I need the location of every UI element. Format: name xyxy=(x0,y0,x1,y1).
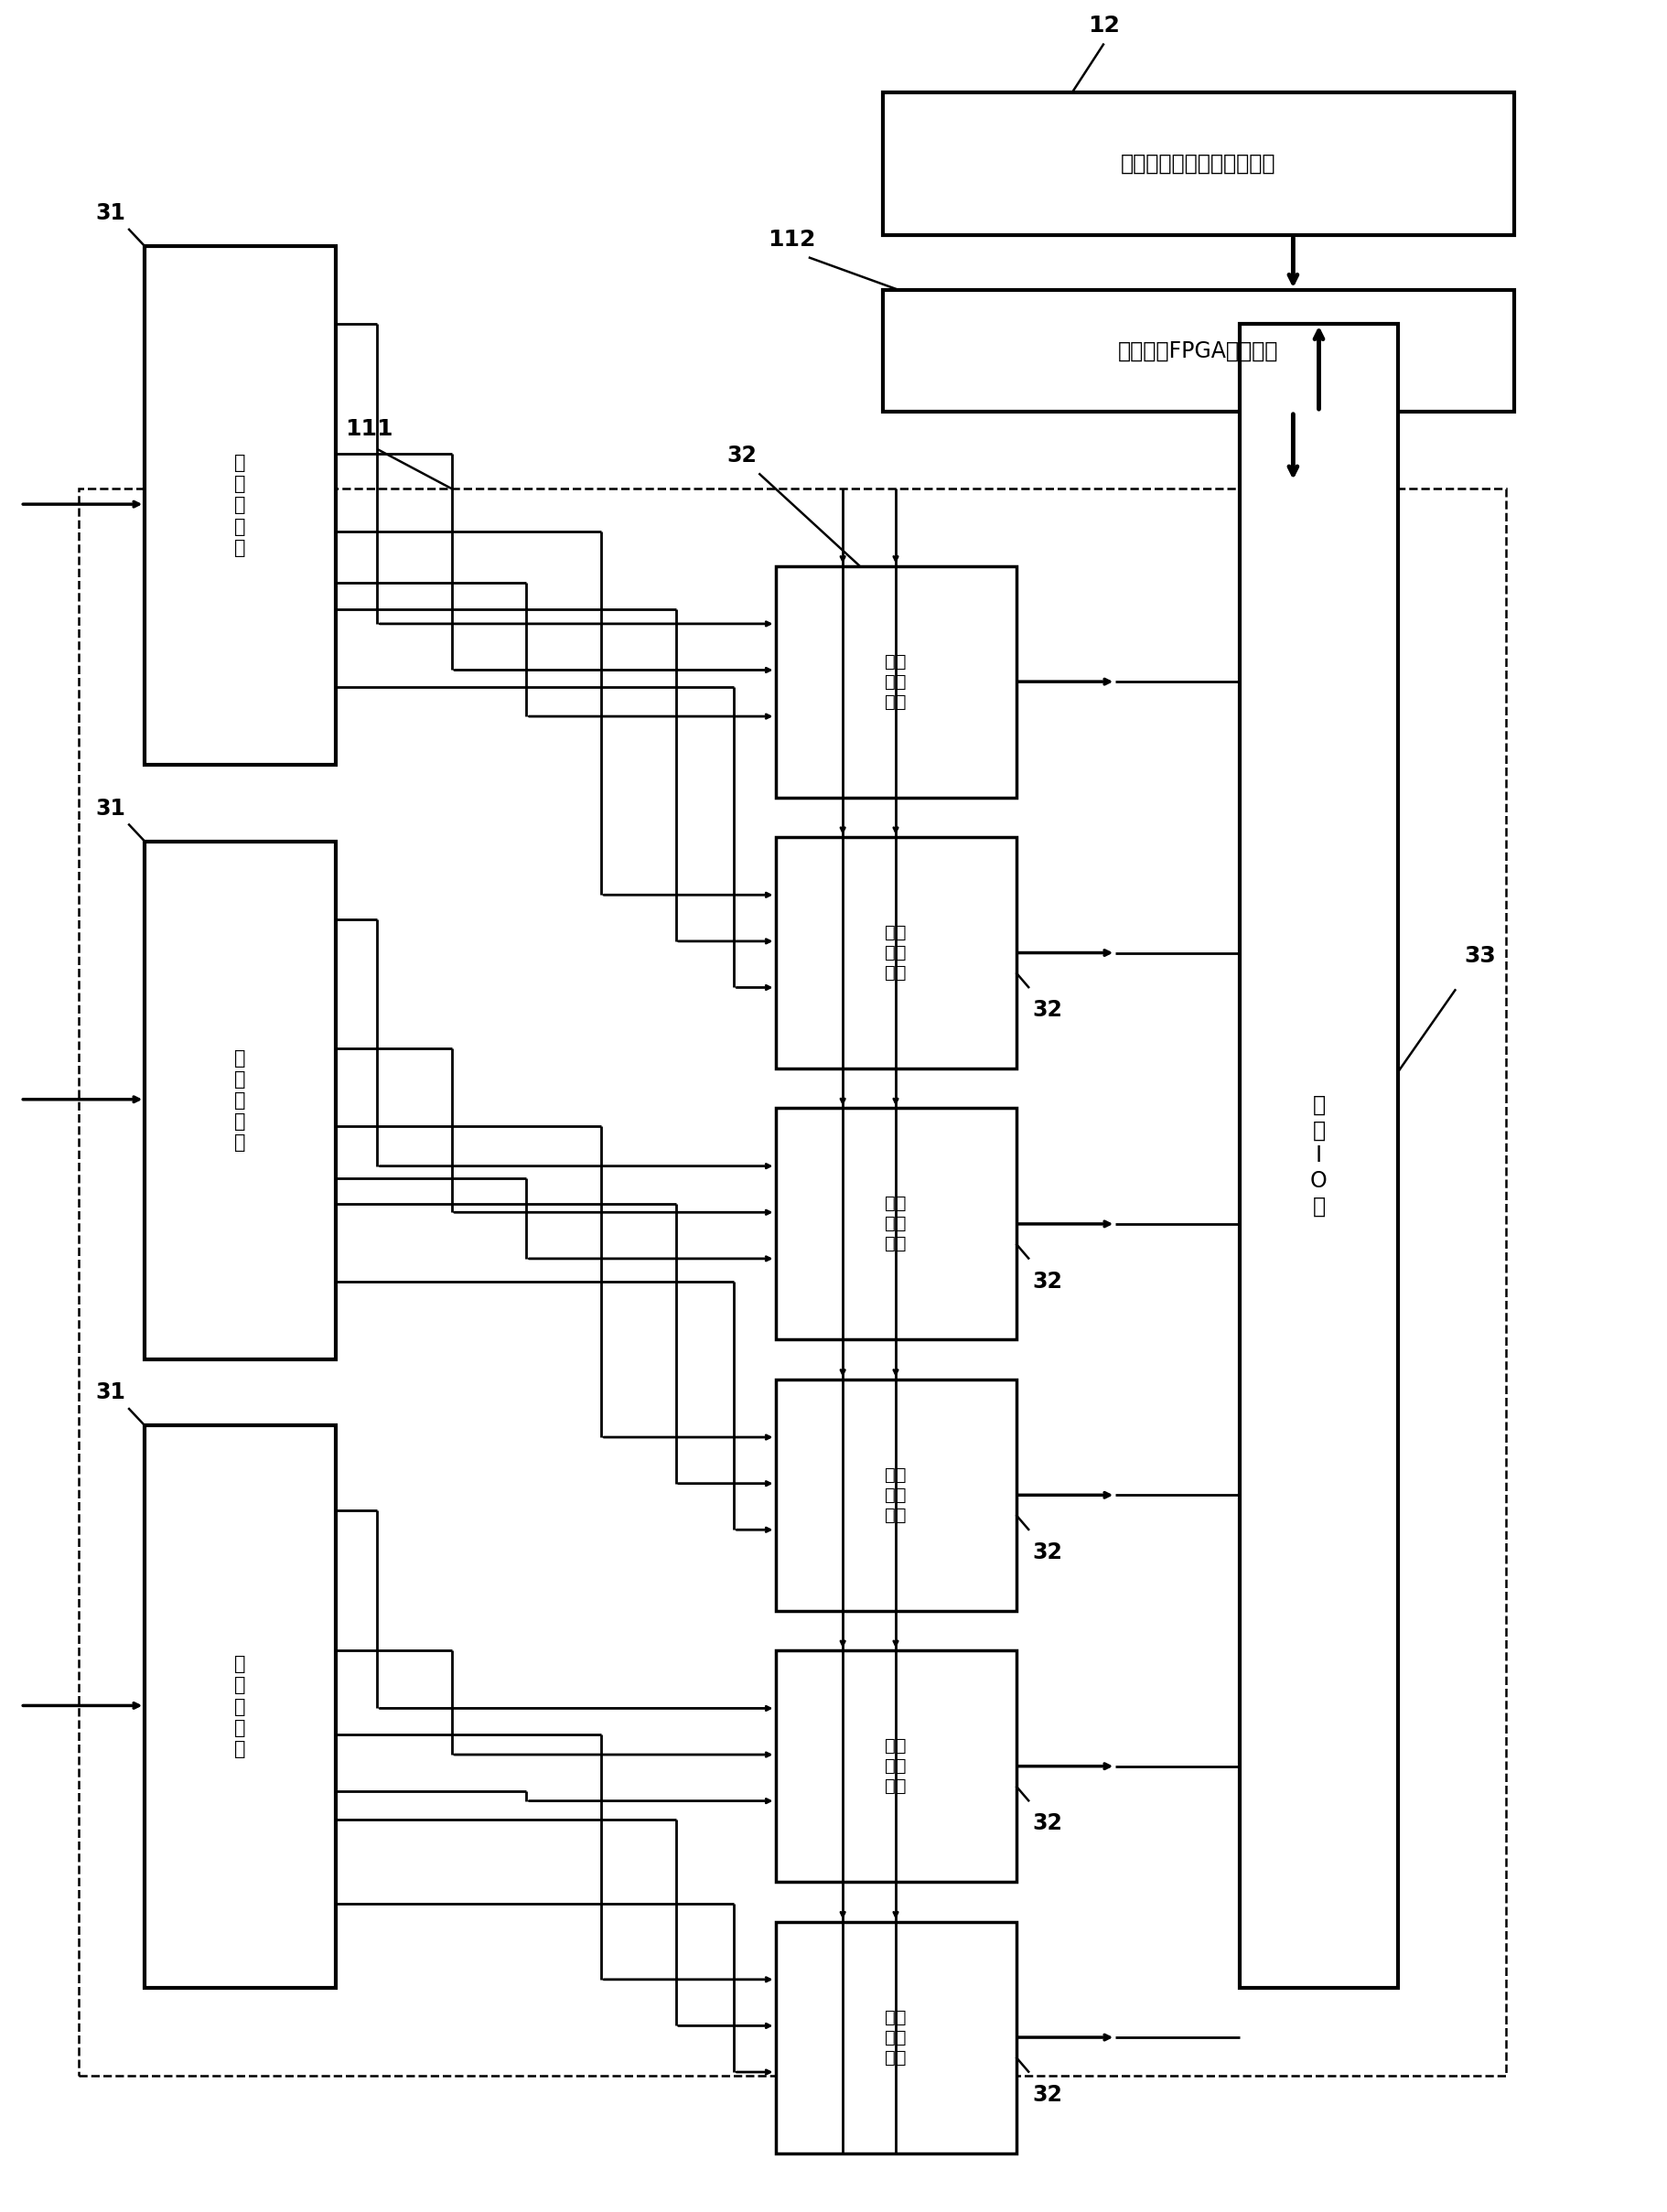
Bar xyxy=(145,841,335,1360)
Bar xyxy=(145,1427,335,1989)
Bar xyxy=(775,1650,1015,1882)
Text: 32: 32 xyxy=(1032,1542,1062,1564)
Bar xyxy=(775,566,1015,796)
Text: 上行链路仿真控制代理部分: 上行链路仿真控制代理部分 xyxy=(1120,153,1277,175)
Text: 32: 32 xyxy=(727,445,757,467)
Bar xyxy=(145,246,335,765)
Bar xyxy=(775,1380,1015,1610)
Text: 111: 111 xyxy=(345,418,393,440)
Text: 微
波
分
路
器: 微 波 分 路 器 xyxy=(235,1655,247,1759)
Bar xyxy=(78,489,1505,2075)
Text: 微
波
分
路
器: 微 波 分 路 器 xyxy=(235,453,247,557)
Text: 31: 31 xyxy=(95,1382,125,1405)
Bar xyxy=(884,290,1514,411)
Text: 控
制
I
O
口: 控 制 I O 口 xyxy=(1310,1093,1327,1217)
Bar xyxy=(1240,323,1397,1989)
Text: 112: 112 xyxy=(768,228,815,250)
Bar xyxy=(775,1108,1015,1340)
Text: 32: 32 xyxy=(1032,1270,1062,1292)
Text: 31: 31 xyxy=(95,799,125,818)
Text: 三选
一选
择器: 三选 一选 择器 xyxy=(885,653,907,710)
Text: 三选
一选
择器: 三选 一选 择器 xyxy=(885,1467,907,1524)
Text: 三选
一选
择器: 三选 一选 择器 xyxy=(885,925,907,982)
Bar xyxy=(775,1922,1015,2152)
Bar xyxy=(884,93,1514,234)
Text: 三选
一选
择器: 三选 一选 择器 xyxy=(885,1194,907,1252)
Text: 上行链路FPGA控制模块: 上行链路FPGA控制模块 xyxy=(1119,341,1279,363)
Text: 微
波
分
路
器: 微 波 分 路 器 xyxy=(235,1048,247,1152)
Text: 三选
一选
择器: 三选 一选 择器 xyxy=(885,1736,907,1794)
Text: 32: 32 xyxy=(1032,1000,1062,1022)
Text: 32: 32 xyxy=(1032,2084,1062,2106)
Text: 33: 33 xyxy=(1464,945,1495,967)
Bar xyxy=(775,836,1015,1068)
Text: 32: 32 xyxy=(1032,1812,1062,1834)
Text: 31: 31 xyxy=(95,201,125,223)
Text: 12: 12 xyxy=(1089,15,1120,38)
Text: 三选
一选
择器: 三选 一选 择器 xyxy=(885,2008,907,2066)
